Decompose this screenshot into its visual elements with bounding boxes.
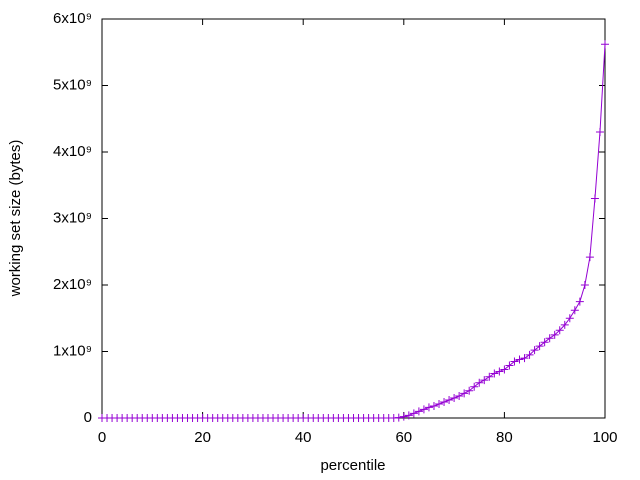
y-tick-label: 6x10⁹ <box>53 10 92 27</box>
point <box>490 369 499 378</box>
y-tick-label: 0 <box>84 409 92 426</box>
point <box>424 403 433 412</box>
x-tick-label: 40 <box>295 429 312 446</box>
y-tick-label: 4x10⁹ <box>53 143 92 160</box>
point <box>515 355 524 364</box>
point <box>435 400 444 409</box>
point <box>535 342 544 351</box>
point <box>450 394 459 403</box>
point <box>440 398 449 407</box>
point <box>470 382 479 391</box>
point <box>595 128 604 137</box>
point <box>500 365 509 374</box>
point <box>394 413 403 422</box>
y-tick-label: 3x10⁹ <box>53 209 92 226</box>
y-tick-label: 5x10⁹ <box>53 76 92 93</box>
point <box>495 367 504 376</box>
point <box>520 354 529 363</box>
point <box>455 392 464 401</box>
point <box>565 314 574 323</box>
point <box>429 402 438 411</box>
point <box>510 357 519 366</box>
point <box>404 411 413 420</box>
x-axis-label: percentile <box>320 457 385 474</box>
x-tick-label: 100 <box>592 429 617 446</box>
point <box>445 396 454 405</box>
point <box>550 330 559 339</box>
series-line <box>102 44 606 419</box>
x-tick-label: 20 <box>194 429 211 446</box>
point <box>580 281 589 289</box>
point <box>419 405 428 414</box>
point <box>530 346 539 355</box>
point <box>555 326 564 335</box>
point <box>505 361 514 370</box>
point <box>540 338 549 347</box>
point <box>414 407 423 416</box>
point <box>525 350 534 359</box>
y-tick-label: 1x10⁹ <box>53 342 92 359</box>
x-tick-label: 60 <box>395 429 412 446</box>
point <box>575 297 584 306</box>
y-axis-label: working set size (bytes) <box>7 140 24 298</box>
point <box>590 194 599 203</box>
x-tick-label: 0 <box>98 429 106 446</box>
point <box>460 389 469 398</box>
point <box>465 386 474 395</box>
point <box>601 40 609 49</box>
point <box>570 306 579 315</box>
point <box>560 320 569 329</box>
point <box>585 253 594 262</box>
point <box>480 376 489 385</box>
point <box>409 409 418 418</box>
y-tick-label: 2x10⁹ <box>53 276 92 293</box>
point <box>545 334 554 343</box>
point <box>475 378 484 387</box>
point <box>485 372 494 381</box>
x-tick-label: 80 <box>496 429 513 446</box>
point <box>399 412 408 421</box>
